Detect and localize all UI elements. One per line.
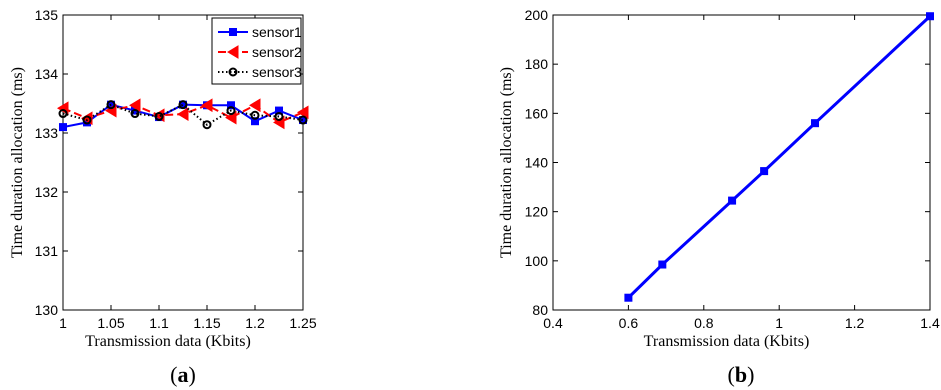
x-tick-label: 0.8 xyxy=(694,315,714,331)
panel-label-open: ( xyxy=(728,362,735,387)
x-tick-label: 1.05 xyxy=(97,315,124,331)
data-point-sensor3 xyxy=(298,115,308,125)
data-point-sensor2 xyxy=(177,107,189,122)
y-tick-label: 180 xyxy=(525,56,549,72)
x-tick-label: 1 xyxy=(775,315,783,331)
data-point-sensor1 xyxy=(227,101,235,110)
y-tick-label: 134 xyxy=(35,66,59,82)
data-point-sensor3 xyxy=(250,110,260,120)
panel-label: (a) xyxy=(170,362,196,387)
y-tick-label: 135 xyxy=(35,7,59,23)
data-point-sensor3 xyxy=(82,115,92,125)
y-tick-label: 133 xyxy=(35,125,59,141)
plot-frame xyxy=(552,14,931,311)
x-tick-label: 0.4 xyxy=(543,315,563,331)
x-axis-label: Transmission data (Kbits) xyxy=(85,333,251,350)
data-point-sensor3 xyxy=(274,111,284,121)
series-line-sensor3 xyxy=(62,103,304,126)
x-tick-label: 0.6 xyxy=(619,315,639,331)
series-line-series1 xyxy=(627,15,932,299)
chart-panel-a: 1 1.05 1.1 1.15 1.2 1.25 130 131 132 133 134 135 Tra… xyxy=(9,7,317,387)
data-point-sensor2 xyxy=(297,105,309,120)
data-point-series1 xyxy=(926,12,934,21)
chart-panel-b: 0.4 0.6 0.8 1 1.2 1.4 80 100 120 140 160 180 200 Tran… xyxy=(498,7,940,387)
legend-label-sensor2: sensor2 xyxy=(252,44,302,60)
data-point-sensor3 xyxy=(58,109,68,119)
y-tick-label: 140 xyxy=(525,155,549,171)
panel-label-close: ) xyxy=(747,362,754,387)
data-point-sensor3 xyxy=(202,120,212,130)
data-point-sensor2 xyxy=(201,98,213,113)
legend-marker-sensor1 xyxy=(229,28,237,36)
x-tick-label: 1.25 xyxy=(289,315,316,331)
data-point-sensor3 xyxy=(130,109,140,119)
y-axis-label: Time duration allocation (ms) xyxy=(498,67,515,258)
x-tick-label: 1.2 xyxy=(245,315,265,331)
panel-label: (b) xyxy=(728,362,755,387)
panel-label-close: ) xyxy=(189,362,196,387)
x-tick-label: 1.4 xyxy=(920,315,940,331)
legend-label-sensor1: sensor1 xyxy=(252,24,302,40)
data-point-sensor3 xyxy=(226,106,236,116)
y-tick-label: 130 xyxy=(35,302,59,318)
y-tick-label: 100 xyxy=(525,253,549,269)
y-tick-label: 80 xyxy=(532,302,548,318)
x-tick-label: 1.2 xyxy=(845,315,865,331)
data-point-sensor2 xyxy=(249,98,261,113)
data-point-sensor3 xyxy=(154,111,164,121)
legend-marker-sensor3 xyxy=(228,67,238,77)
data-point-series1 xyxy=(760,167,769,176)
data-point-series1 xyxy=(811,119,820,128)
data-point-sensor2 xyxy=(129,98,141,113)
data-point-series1 xyxy=(658,260,667,269)
data-point-sensor3 xyxy=(178,100,188,110)
x-tick-label: 1 xyxy=(59,315,67,331)
y-tick-label: 160 xyxy=(525,105,549,121)
x-tick-label: 1.15 xyxy=(193,315,220,331)
data-point-sensor1 xyxy=(59,123,67,132)
y-axis-label: Time duration allocation (ms) xyxy=(9,67,26,258)
y-tick-label: 131 xyxy=(35,243,59,259)
data-point-sensor3 xyxy=(106,100,116,110)
legend-label-sensor3: sensor3 xyxy=(252,64,302,80)
data-point-series1 xyxy=(728,196,737,205)
y-tick-label: 200 xyxy=(525,7,549,23)
panel-label-open: ( xyxy=(170,362,177,387)
x-tick-label: 1.1 xyxy=(149,315,169,331)
panel-label-letter: b xyxy=(735,362,747,387)
data-point-sensor1 xyxy=(275,106,283,115)
legend-marker-sensor2 xyxy=(227,45,239,59)
panel-label-letter: a xyxy=(178,362,189,387)
x-axis-label: Transmission data (Kbits) xyxy=(644,333,810,350)
data-point-sensor1 xyxy=(251,117,259,126)
data-point-series1 xyxy=(624,293,633,302)
y-tick-label: 132 xyxy=(35,184,59,200)
y-tick-label: 120 xyxy=(525,204,549,220)
